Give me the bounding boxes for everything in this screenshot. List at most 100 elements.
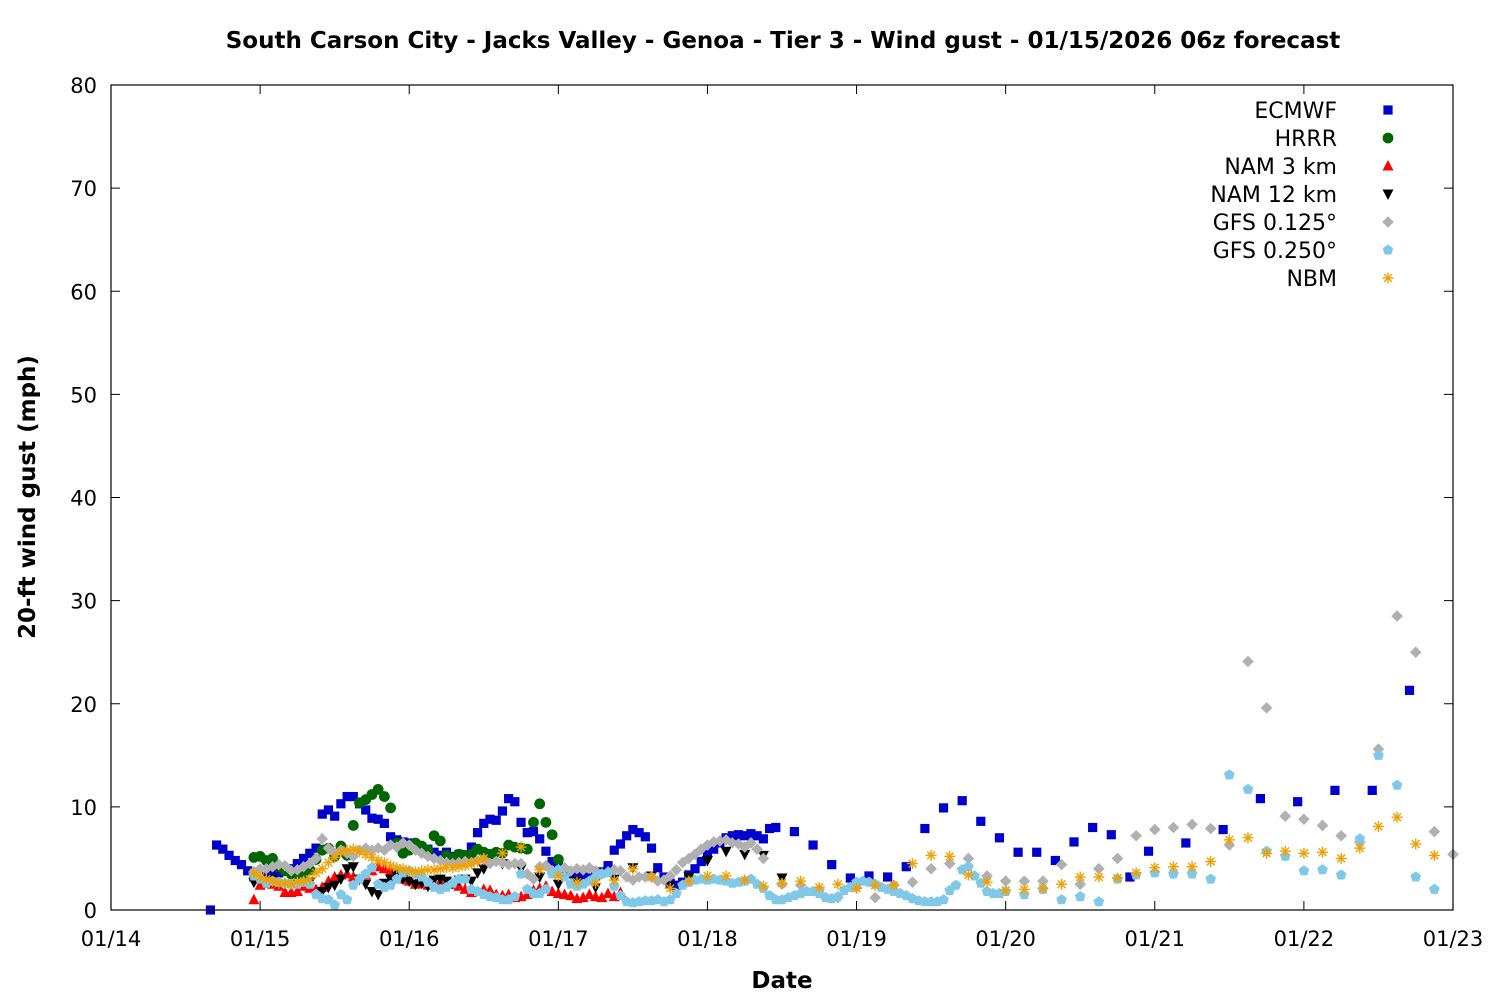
- data-point: [372, 783, 384, 795]
- data-point: [1074, 890, 1086, 902]
- data-point: [1055, 858, 1068, 871]
- data-point: [522, 828, 532, 838]
- data-point: [429, 847, 439, 857]
- data-point: [260, 862, 273, 875]
- data-point: [1367, 785, 1377, 795]
- y-tick-label: 20: [70, 693, 97, 717]
- x-axis-label: Date: [751, 968, 812, 994]
- data-point: [361, 805, 371, 815]
- data-point: [746, 829, 756, 839]
- data-point: [709, 844, 719, 854]
- data-point: [329, 899, 340, 910]
- data-point: [510, 797, 520, 807]
- data-point: [646, 871, 658, 883]
- data-point: [701, 839, 714, 851]
- data-point: [1013, 847, 1023, 857]
- data-point: [962, 869, 974, 881]
- data-point: [614, 865, 627, 877]
- data-point: [758, 834, 768, 844]
- data-point: [1335, 869, 1347, 880]
- data-point: [466, 842, 476, 852]
- data-point: [720, 834, 732, 846]
- data-point: [478, 864, 490, 875]
- data-point: [335, 888, 347, 900]
- x-tick-label: 01/17: [528, 927, 589, 951]
- data-point: [1205, 856, 1217, 868]
- data-point: [1317, 864, 1328, 875]
- data-point: [534, 864, 546, 876]
- data-point: [1088, 822, 1098, 833]
- data-point: [957, 796, 967, 806]
- data-point: [384, 839, 397, 851]
- data-point: [496, 856, 509, 869]
- series-nbm: [248, 811, 1440, 896]
- data-point: [479, 818, 489, 828]
- data-point: [547, 856, 557, 867]
- data-point: [813, 881, 825, 893]
- data-point: [322, 842, 335, 854]
- data-point: [285, 865, 297, 877]
- data-point: [901, 862, 911, 872]
- data-point: [664, 882, 676, 894]
- data-point: [459, 873, 471, 884]
- data-point: [639, 871, 652, 883]
- data-point: [502, 858, 515, 871]
- data-point: [403, 839, 416, 851]
- data-point: [428, 852, 440, 865]
- data-point: [578, 872, 588, 882]
- legend: ECMWF HRRR NAM 3 km NAM 12 km GFS 0.125° GFS …: [1210, 99, 1394, 292]
- data-point: [938, 803, 949, 813]
- data-point: [565, 889, 577, 901]
- data-point: [491, 815, 501, 825]
- data-point: [305, 848, 315, 858]
- data-point: [230, 855, 240, 866]
- data-point: [938, 894, 949, 905]
- data-point: [739, 849, 751, 861]
- legend-label: ECMWF: [1254, 99, 1337, 124]
- data-point: [373, 814, 383, 824]
- data-point: [291, 885, 303, 896]
- data-point: [883, 872, 893, 882]
- x-tick-label: 01/23: [1423, 927, 1484, 951]
- data-point: [366, 844, 378, 856]
- data-point: [311, 843, 321, 853]
- data-point: [1186, 818, 1198, 831]
- y-tick-label: 80: [70, 74, 97, 98]
- data-point: [274, 868, 284, 878]
- data-point: [864, 871, 874, 881]
- data-point: [279, 859, 291, 872]
- data-point: [1410, 838, 1422, 850]
- data-point: [1391, 811, 1403, 823]
- y-tick-label: 40: [70, 487, 97, 511]
- data-point: [527, 873, 540, 885]
- data-point: [633, 871, 645, 883]
- data-point: [720, 846, 732, 858]
- data-point: [409, 844, 422, 856]
- data-point: [1125, 872, 1135, 882]
- data-point: [1149, 862, 1161, 874]
- data-point: [1242, 783, 1254, 794]
- data-point: [906, 876, 919, 888]
- data-point: [764, 823, 775, 834]
- data-point: [496, 847, 508, 859]
- data-point: [434, 854, 447, 867]
- data-point: [701, 856, 713, 867]
- data-point: [671, 880, 681, 890]
- data-point: [329, 880, 341, 892]
- data-point: [484, 857, 496, 870]
- data-point: [832, 878, 844, 890]
- data-point: [348, 791, 358, 802]
- data-point: [403, 876, 415, 888]
- data-point: [1330, 785, 1340, 795]
- data-point: [1186, 868, 1198, 879]
- data-point: [888, 879, 900, 891]
- data-point: [602, 867, 614, 878]
- data-point: [422, 850, 434, 863]
- data-point: [528, 827, 539, 837]
- x-tick-label: 01/19: [826, 927, 887, 951]
- data-point: [664, 870, 676, 882]
- data-point: [1354, 833, 1366, 844]
- data-point: [552, 854, 564, 865]
- data-point: [1000, 884, 1012, 896]
- x-tick-label: 01/16: [379, 927, 440, 951]
